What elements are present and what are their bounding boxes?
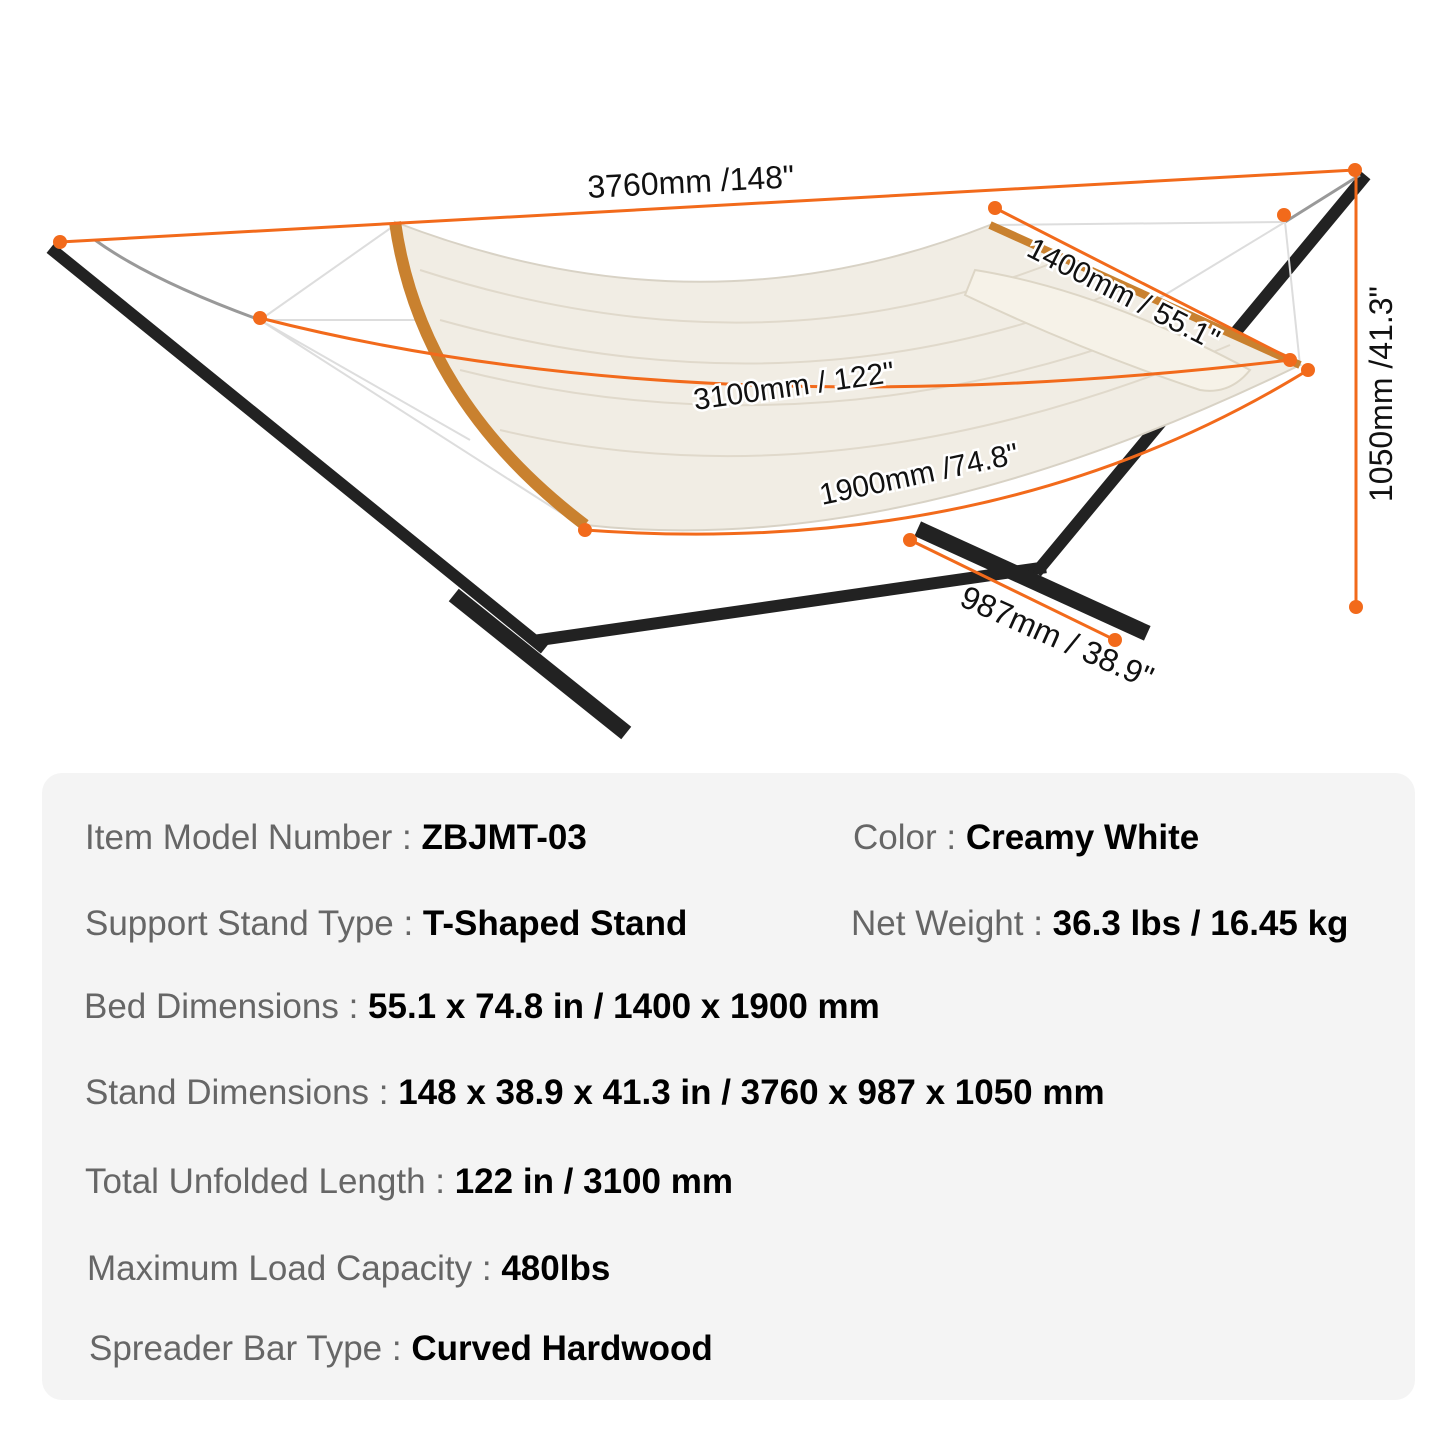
spec-color: Color : Creamy White [853, 818, 1200, 857]
chain [1284, 173, 1361, 224]
height-label: 1050mm /41.3" [1363, 286, 1399, 502]
spreader-bar [988, 221, 1302, 369]
overall-length-label: 3760mm /148" [586, 158, 795, 205]
spec-unfolded-length: Total Unfolded Length : 122 in / 3100 mm [85, 1162, 733, 1201]
dimension-lines [59, 168, 1358, 642]
hammock-illustration: 3760mm /148" 3100mm / 122" 1900mm /74.8"… [46, 158, 1399, 740]
spec-stand-dimensions: Stand Dimensions : 148 x 38.9 x 41.3 in … [85, 1073, 1105, 1112]
spec-bed-dimensions: Bed Dimensions : 55.1 x 74.8 in / 1400 x… [84, 987, 880, 1026]
spec-load-capacity: Maximum Load Capacity : 480lbs [87, 1249, 611, 1288]
spec-net-weight: Net Weight : 36.3 lbs / 16.45 kg [851, 904, 1349, 943]
spec-stand-type: Support Stand Type : T-Shaped Stand [85, 904, 688, 943]
spec-spreader-bar: Spreader Bar Type : Curved Hardwood [89, 1329, 713, 1368]
spreader-bar [389, 221, 589, 530]
spec-model-number: Item Model Number : ZBJMT-03 [85, 818, 587, 857]
pillow [963, 268, 1252, 392]
chain [94, 238, 261, 322]
spec-panel [42, 773, 1415, 1400]
